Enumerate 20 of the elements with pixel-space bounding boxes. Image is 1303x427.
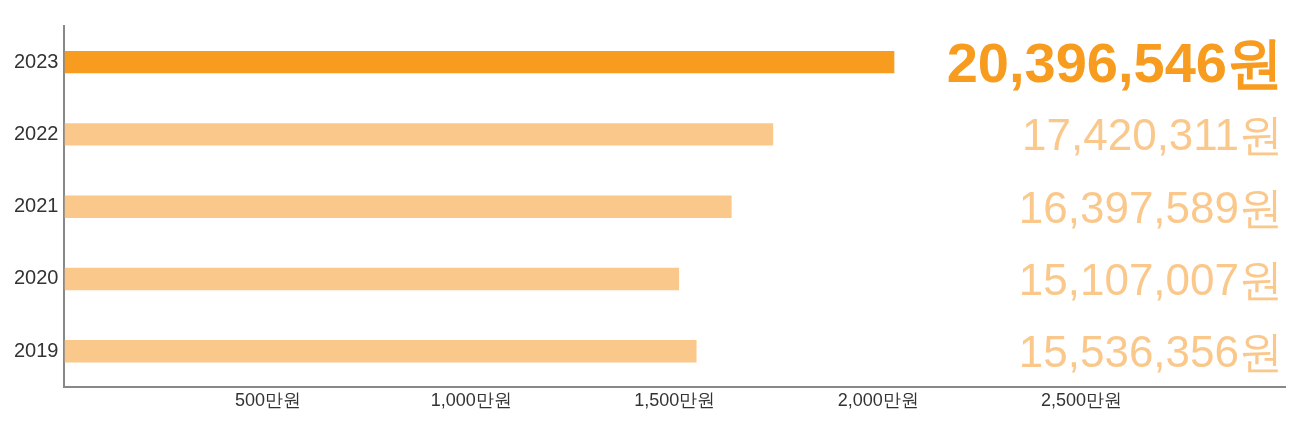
annotation: 15,107,007원: [1018, 254, 1283, 304]
x-tick-label: 500만원: [234, 390, 301, 411]
y-tick-label: 2019: [13, 338, 59, 361]
y-tick-label: 2022: [13, 121, 59, 144]
y-tick-label: 2023: [13, 49, 59, 72]
x-tick-label: 2,000만원: [837, 390, 919, 411]
y-tick-label: 2021: [13, 194, 59, 217]
bar: [64, 267, 680, 291]
y-tick-label: 2020: [13, 266, 59, 289]
annotation: 20,396,546원: [946, 31, 1283, 95]
x-tick-label: 1,500만원: [634, 390, 716, 411]
bar: [64, 195, 732, 218]
annotation: 15,536,356원: [1018, 327, 1283, 377]
bar: [64, 340, 697, 363]
bar: [64, 50, 895, 74]
bar: [64, 123, 774, 146]
x-tick-label: 2,500만원: [1041, 390, 1123, 411]
annotation: 16,397,589원: [1018, 182, 1283, 232]
annotation: 17,420,311원: [1022, 110, 1283, 160]
x-tick-label: 1,000만원: [430, 390, 512, 411]
